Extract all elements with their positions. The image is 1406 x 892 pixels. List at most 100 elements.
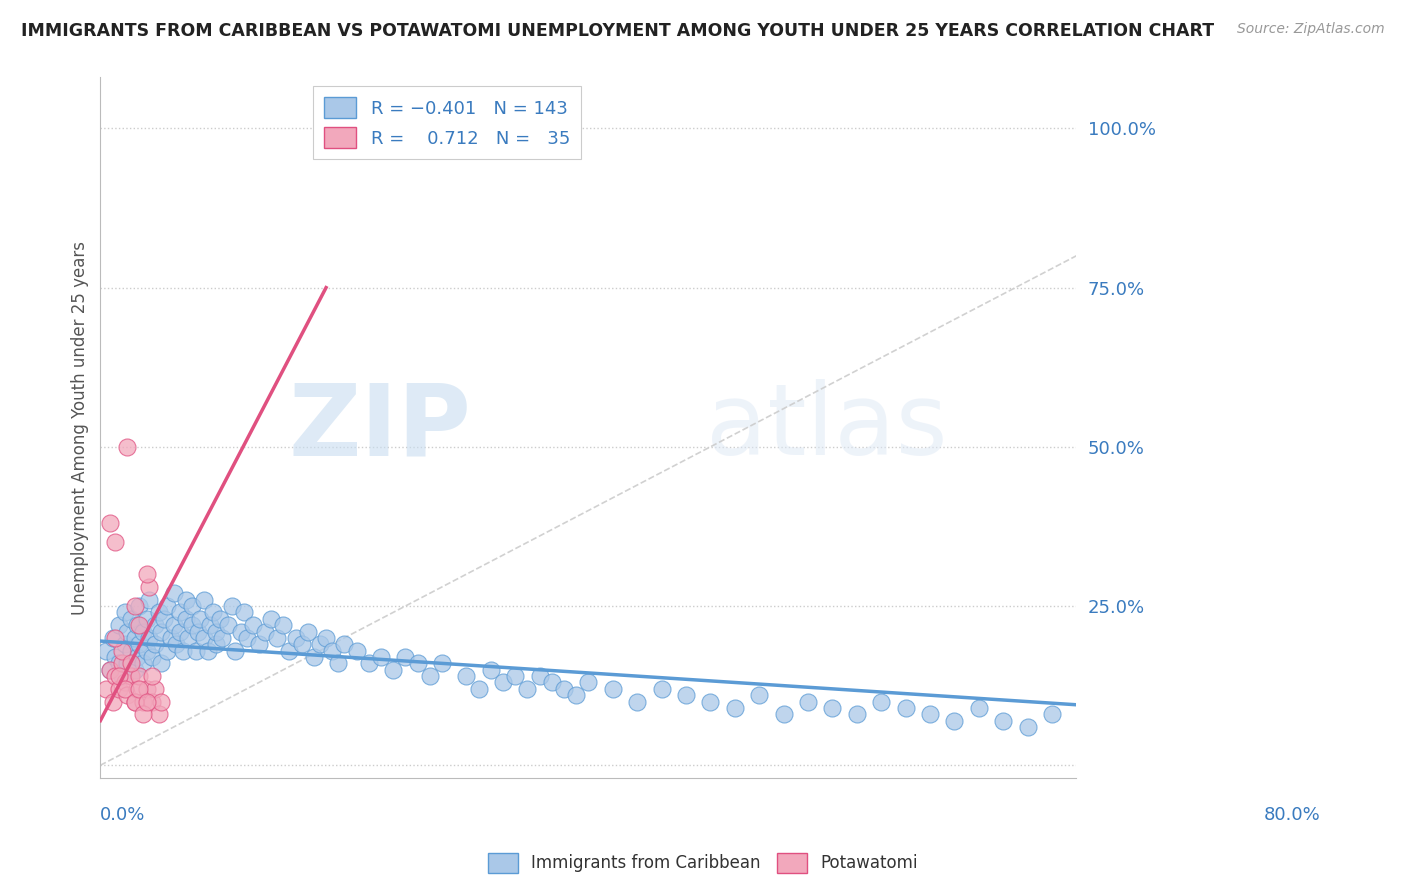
Point	[104, 631, 127, 645]
Point	[156, 599, 179, 613]
Point	[115, 688, 138, 702]
Point	[125, 650, 148, 665]
Point	[135, 567, 157, 582]
Point	[845, 707, 868, 722]
Point	[169, 624, 191, 639]
Point	[894, 701, 917, 715]
Point	[174, 612, 197, 626]
Point	[254, 624, 277, 639]
Point	[120, 612, 142, 626]
Point	[467, 681, 489, 696]
Point	[148, 606, 170, 620]
Point	[150, 624, 173, 639]
Legend: R = −0.401   N = 143, R =    0.712   N =   35: R = −0.401 N = 143, R = 0.712 N = 35	[314, 87, 581, 159]
Point	[152, 612, 174, 626]
Point	[394, 650, 416, 665]
Point	[748, 688, 770, 702]
Point	[187, 624, 209, 639]
Point	[180, 618, 202, 632]
Point	[128, 618, 150, 632]
Point	[169, 606, 191, 620]
Point	[98, 663, 121, 677]
Point	[382, 663, 405, 677]
Point	[205, 637, 228, 651]
Point	[114, 675, 136, 690]
Point	[114, 637, 136, 651]
Point	[821, 701, 844, 715]
Point	[111, 657, 134, 671]
Point	[297, 624, 319, 639]
Point	[135, 695, 157, 709]
Point	[602, 681, 624, 696]
Point	[406, 657, 429, 671]
Point	[101, 695, 124, 709]
Point	[174, 592, 197, 607]
Point	[124, 663, 146, 677]
Point	[132, 707, 155, 722]
Point	[456, 669, 478, 683]
Point	[309, 637, 332, 651]
Point	[162, 618, 184, 632]
Point	[1017, 720, 1039, 734]
Text: 80.0%: 80.0%	[1264, 806, 1320, 824]
Point	[576, 675, 599, 690]
Point	[120, 657, 142, 671]
Point	[114, 681, 136, 696]
Point	[430, 657, 453, 671]
Point	[284, 631, 307, 645]
Point	[205, 624, 228, 639]
Point	[516, 681, 538, 696]
Point	[172, 643, 194, 657]
Point	[492, 675, 515, 690]
Point	[120, 643, 142, 657]
Point	[128, 637, 150, 651]
Point	[266, 631, 288, 645]
Point	[124, 599, 146, 613]
Point	[111, 669, 134, 683]
Point	[141, 695, 163, 709]
Point	[315, 631, 337, 645]
Point	[184, 643, 207, 657]
Point	[148, 707, 170, 722]
Point	[107, 669, 129, 683]
Point	[967, 701, 990, 715]
Point	[273, 618, 295, 632]
Point	[138, 580, 160, 594]
Point	[107, 681, 129, 696]
Point	[193, 631, 215, 645]
Point	[1040, 707, 1063, 722]
Point	[96, 681, 118, 696]
Point	[229, 624, 252, 639]
Point	[236, 631, 259, 645]
Point	[124, 695, 146, 709]
Y-axis label: Unemployment Among Youth under 25 years: Unemployment Among Youth under 25 years	[72, 241, 89, 615]
Point	[104, 650, 127, 665]
Point	[150, 657, 173, 671]
Point	[291, 637, 314, 651]
Point	[135, 681, 157, 696]
Point	[479, 663, 502, 677]
Point	[772, 707, 794, 722]
Point	[993, 714, 1015, 728]
Point	[132, 657, 155, 671]
Point	[104, 535, 127, 549]
Point	[96, 643, 118, 657]
Point	[177, 631, 200, 645]
Text: atlas: atlas	[706, 379, 948, 476]
Text: IMMIGRANTS FROM CARIBBEAN VS POTAWATOMI UNEMPLOYMENT AMONG YOUTH UNDER 25 YEARS : IMMIGRANTS FROM CARIBBEAN VS POTAWATOMI …	[21, 22, 1215, 40]
Point	[120, 669, 142, 683]
Point	[943, 714, 966, 728]
Point	[651, 681, 673, 696]
Point	[224, 643, 246, 657]
Point	[217, 618, 239, 632]
Point	[278, 643, 301, 657]
Point	[208, 612, 231, 626]
Point	[370, 650, 392, 665]
Text: 0.0%: 0.0%	[100, 806, 146, 824]
Point	[357, 657, 380, 671]
Point	[98, 516, 121, 531]
Point	[107, 657, 129, 671]
Point	[197, 643, 219, 657]
Point	[333, 637, 356, 651]
Point	[115, 657, 138, 671]
